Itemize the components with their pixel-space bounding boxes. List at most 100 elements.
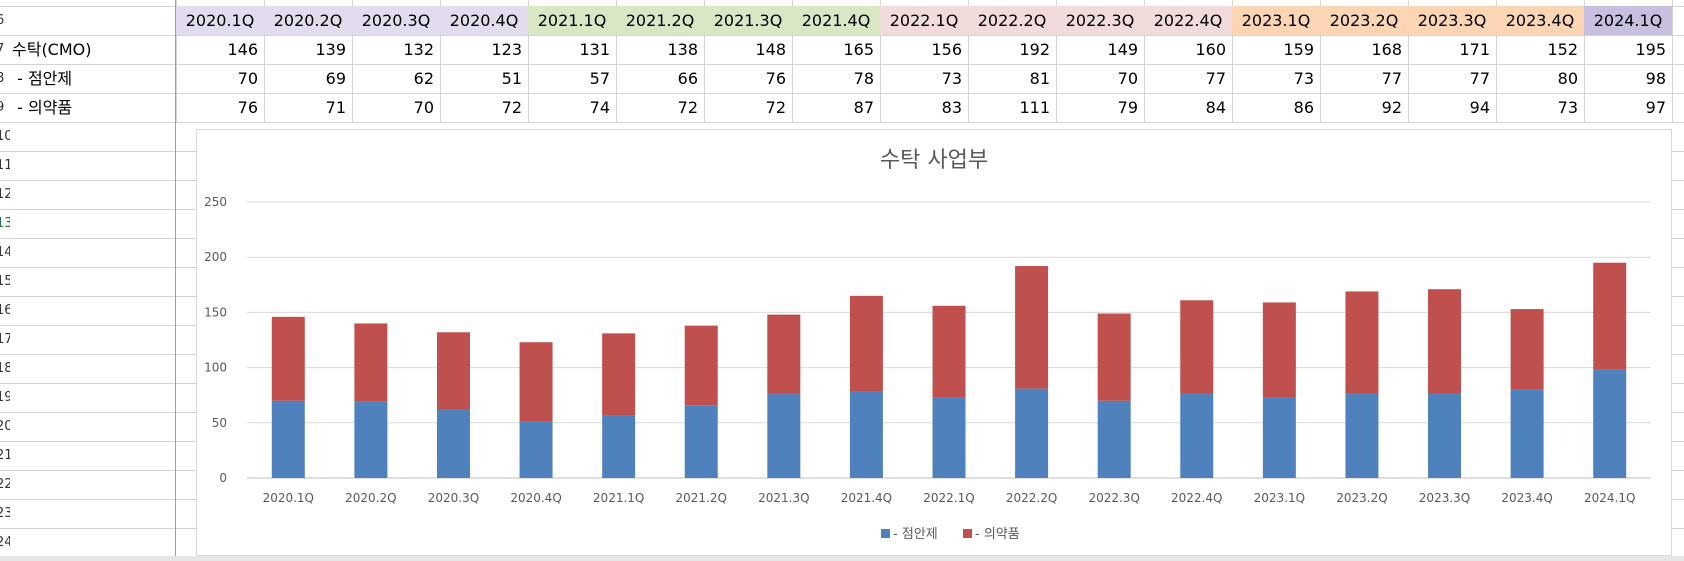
data-cell[interactable]: 195 <box>1635 40 1666 59</box>
data-cell[interactable]: 71 <box>325 98 346 117</box>
row-number[interactable]: 23 <box>0 506 10 521</box>
data-cell[interactable]: 70 <box>413 98 434 117</box>
data-cell[interactable]: 86 <box>1293 98 1314 117</box>
row-number[interactable]: 13 <box>0 216 10 231</box>
row-number[interactable]: 8 <box>0 71 5 86</box>
data-cell[interactable]: 171 <box>1459 40 1490 59</box>
row-number[interactable]: 11 <box>0 158 10 173</box>
legend-swatch <box>881 529 890 538</box>
quarter-header[interactable]: 2022.3Q <box>1056 6 1144 35</box>
row-number[interactable]: 7 <box>0 42 5 57</box>
data-cell[interactable]: 94 <box>1469 98 1490 117</box>
data-cell[interactable]: 77 <box>1205 69 1226 88</box>
row-number[interactable]: 16 <box>0 303 10 318</box>
chart-area[interactable]: 수탁 사업부 0 50 100 150 200 250 2020.1Q 2020.2Q 2020.… <box>196 129 1672 556</box>
data-cell[interactable]: 160 <box>1195 40 1226 59</box>
x-tick-label: 2023.4Q <box>1501 491 1552 505</box>
quarter-header[interactable]: 2023.1Q <box>1232 6 1320 35</box>
data-cell[interactable]: 74 <box>589 98 610 117</box>
row-number[interactable]: 20 <box>0 419 10 434</box>
data-cell[interactable]: 69 <box>325 69 346 88</box>
data-cell[interactable]: 77 <box>1469 69 1490 88</box>
data-cell[interactable]: 76 <box>237 98 258 117</box>
data-cell[interactable]: 146 <box>227 40 258 59</box>
quarter-header[interactable]: 2024.1Q <box>1584 6 1672 35</box>
data-cell[interactable]: 156 <box>931 40 962 59</box>
data-cell[interactable]: 73 <box>1293 69 1314 88</box>
data-cell[interactable]: 57 <box>589 69 610 88</box>
data-cell[interactable]: 62 <box>413 69 434 88</box>
quarter-header[interactable]: 2021.3Q <box>704 6 792 35</box>
data-cell[interactable]: 138 <box>667 40 698 59</box>
row-number[interactable]: 15 <box>0 274 10 289</box>
x-tick-label: 2020.2Q <box>345 491 396 505</box>
row-number[interactable]: 24 <box>0 535 10 550</box>
quarter-header[interactable]: 2022.4Q <box>1144 6 1232 35</box>
quarter-header[interactable]: 2022.2Q <box>968 6 1056 35</box>
data-cell[interactable]: 79 <box>1117 98 1138 117</box>
data-cell[interactable]: 98 <box>1645 69 1666 88</box>
data-cell[interactable]: 192 <box>1019 40 1050 59</box>
data-cell[interactable]: 97 <box>1645 98 1666 117</box>
row-number[interactable]: 12 <box>0 187 10 202</box>
grid-col-line <box>440 0 441 122</box>
data-cell[interactable]: 73 <box>941 69 962 88</box>
quarter-header[interactable]: 2022.1Q <box>880 6 968 35</box>
row-number[interactable]: 22 <box>0 477 10 492</box>
data-cell[interactable]: 149 <box>1107 40 1138 59</box>
quarter-header[interactable]: 2023.4Q <box>1496 6 1584 35</box>
data-cell[interactable]: 72 <box>765 98 786 117</box>
data-cell[interactable]: 131 <box>579 40 610 59</box>
data-cell[interactable]: 123 <box>491 40 522 59</box>
data-cell[interactable]: 70 <box>237 69 258 88</box>
data-cell[interactable]: 81 <box>1029 69 1050 88</box>
row-label-cmo[interactable]: 수탁(CMO) <box>12 40 92 59</box>
quarter-header[interactable]: 2021.4Q <box>792 6 880 35</box>
data-cell[interactable]: 111 <box>1019 98 1050 117</box>
data-cell[interactable]: 77 <box>1381 69 1402 88</box>
x-tick-label: 2021.2Q <box>676 491 727 505</box>
bar-pharma <box>1345 291 1379 393</box>
data-cell[interactable]: 72 <box>677 98 698 117</box>
row-number[interactable]: 21 <box>0 448 10 463</box>
quarter-header[interactable]: 2021.1Q <box>528 6 616 35</box>
row-number[interactable]: 6 <box>0 13 5 28</box>
quarter-header[interactable]: 2020.4Q <box>440 6 528 35</box>
data-cell[interactable]: 148 <box>755 40 786 59</box>
quarter-header[interactable]: 2020.1Q <box>176 6 264 35</box>
data-cell[interactable]: 76 <box>765 69 786 88</box>
row-number[interactable]: 10 <box>0 129 10 144</box>
data-cell[interactable]: 66 <box>677 69 698 88</box>
row-number[interactable]: 19 <box>0 390 10 405</box>
row-label-pharma[interactable]: - 의약품 <box>12 98 73 117</box>
data-cell[interactable]: 92 <box>1381 98 1402 117</box>
data-cell[interactable]: 78 <box>853 69 874 88</box>
row-number[interactable]: 14 <box>0 245 10 260</box>
data-cell[interactable]: 73 <box>1557 98 1578 117</box>
quarter-header[interactable]: 2020.2Q <box>264 6 352 35</box>
data-cell[interactable]: 165 <box>843 40 874 59</box>
row-number[interactable]: 17 <box>0 332 10 347</box>
data-cell[interactable]: 72 <box>501 98 522 117</box>
data-cell[interactable]: 83 <box>941 98 962 117</box>
grid-col-line <box>1320 0 1321 122</box>
data-cell[interactable]: 70 <box>1117 69 1138 88</box>
quarter-header[interactable]: 2021.2Q <box>616 6 704 35</box>
quarter-header[interactable]: 2023.2Q <box>1320 6 1408 35</box>
data-cell[interactable]: 152 <box>1547 40 1578 59</box>
quarter-header[interactable]: 2020.3Q <box>352 6 440 35</box>
x-tick-label: 2021.3Q <box>758 491 809 505</box>
data-cell[interactable]: 80 <box>1557 69 1578 88</box>
row-number[interactable]: 18 <box>0 361 10 376</box>
row-label-eyedrop[interactable]: - 점안제 <box>12 69 73 88</box>
row-number[interactable]: 9 <box>0 100 5 115</box>
data-cell[interactable]: 159 <box>1283 40 1314 59</box>
horizontal-scrollbar[interactable] <box>0 556 1684 561</box>
data-cell[interactable]: 132 <box>403 40 434 59</box>
data-cell[interactable]: 168 <box>1371 40 1402 59</box>
data-cell[interactable]: 87 <box>853 98 874 117</box>
data-cell[interactable]: 51 <box>501 69 522 88</box>
data-cell[interactable]: 139 <box>315 40 346 59</box>
data-cell[interactable]: 84 <box>1205 98 1226 117</box>
quarter-header[interactable]: 2023.3Q <box>1408 6 1496 35</box>
